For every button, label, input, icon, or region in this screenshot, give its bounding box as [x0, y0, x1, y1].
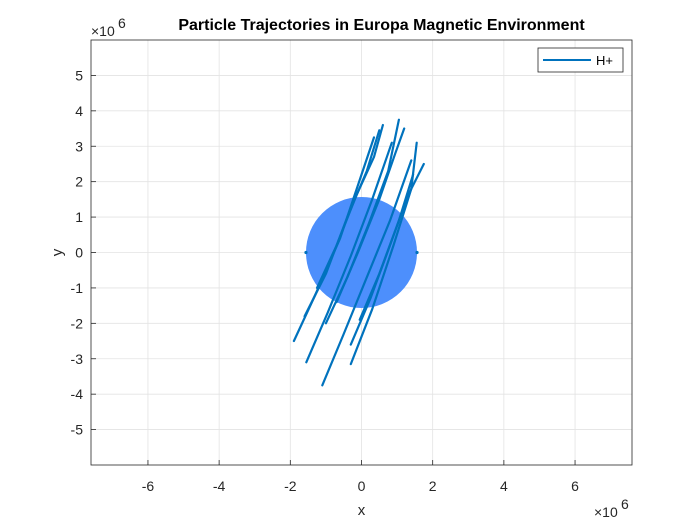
y-tick-label: 4: [75, 103, 83, 119]
trajectory-point: [415, 250, 419, 255]
x-exponent: ×10 6: [594, 496, 629, 520]
x-tick-label: -2: [284, 478, 297, 494]
y-tick-label: -4: [71, 386, 84, 402]
x-tick-label: 6: [571, 478, 579, 494]
trajectory-line: [349, 141, 418, 366]
chart-title: Particle Trajectories in Europa Magnetic…: [178, 17, 585, 34]
y-tick-label: -3: [71, 351, 84, 367]
trajectory-point: [304, 250, 308, 255]
x-tick-label: 0: [358, 478, 366, 494]
legend-entry-h-plus: H+: [596, 53, 613, 68]
x-exponent-power: 6: [621, 496, 629, 512]
y-tick-label: 1: [75, 209, 83, 225]
y-exponent-power: 6: [118, 15, 126, 31]
trajectory-line: [305, 141, 393, 364]
x-axis-label: x: [358, 502, 366, 519]
x-tick-label: 4: [500, 478, 508, 494]
x-tick-label: -4: [213, 478, 226, 494]
y-tick-label: 0: [75, 245, 83, 261]
y-exponent-base: ×10: [91, 23, 115, 39]
y-tick-label: -2: [71, 315, 84, 331]
y-exponent: ×10 6: [91, 15, 126, 39]
legend: H+: [537, 47, 624, 73]
trajectory-series: [292, 118, 425, 387]
trajectory-line: [335, 127, 406, 304]
y-tick-label: 3: [75, 138, 83, 154]
y-axis-label: y: [49, 248, 66, 256]
y-axis: -5 -4 -3 -2 -1 0 1 2 3 4 5: [71, 67, 96, 438]
y-tick-label: 2: [75, 174, 83, 190]
y-tick-label: -5: [71, 422, 84, 438]
x-tick-label: 2: [429, 478, 437, 494]
trajectory-line: [358, 173, 415, 321]
trajectory-line: [321, 159, 413, 387]
x-tick-label: -6: [142, 478, 155, 494]
trajectory-line: [315, 123, 384, 289]
y-tick-label: 5: [75, 67, 83, 83]
x-exponent-base: ×10: [594, 504, 618, 520]
y-tick-label: -1: [71, 280, 84, 296]
x-axis: -6 -4 -2 0 2 4 6: [142, 460, 579, 494]
